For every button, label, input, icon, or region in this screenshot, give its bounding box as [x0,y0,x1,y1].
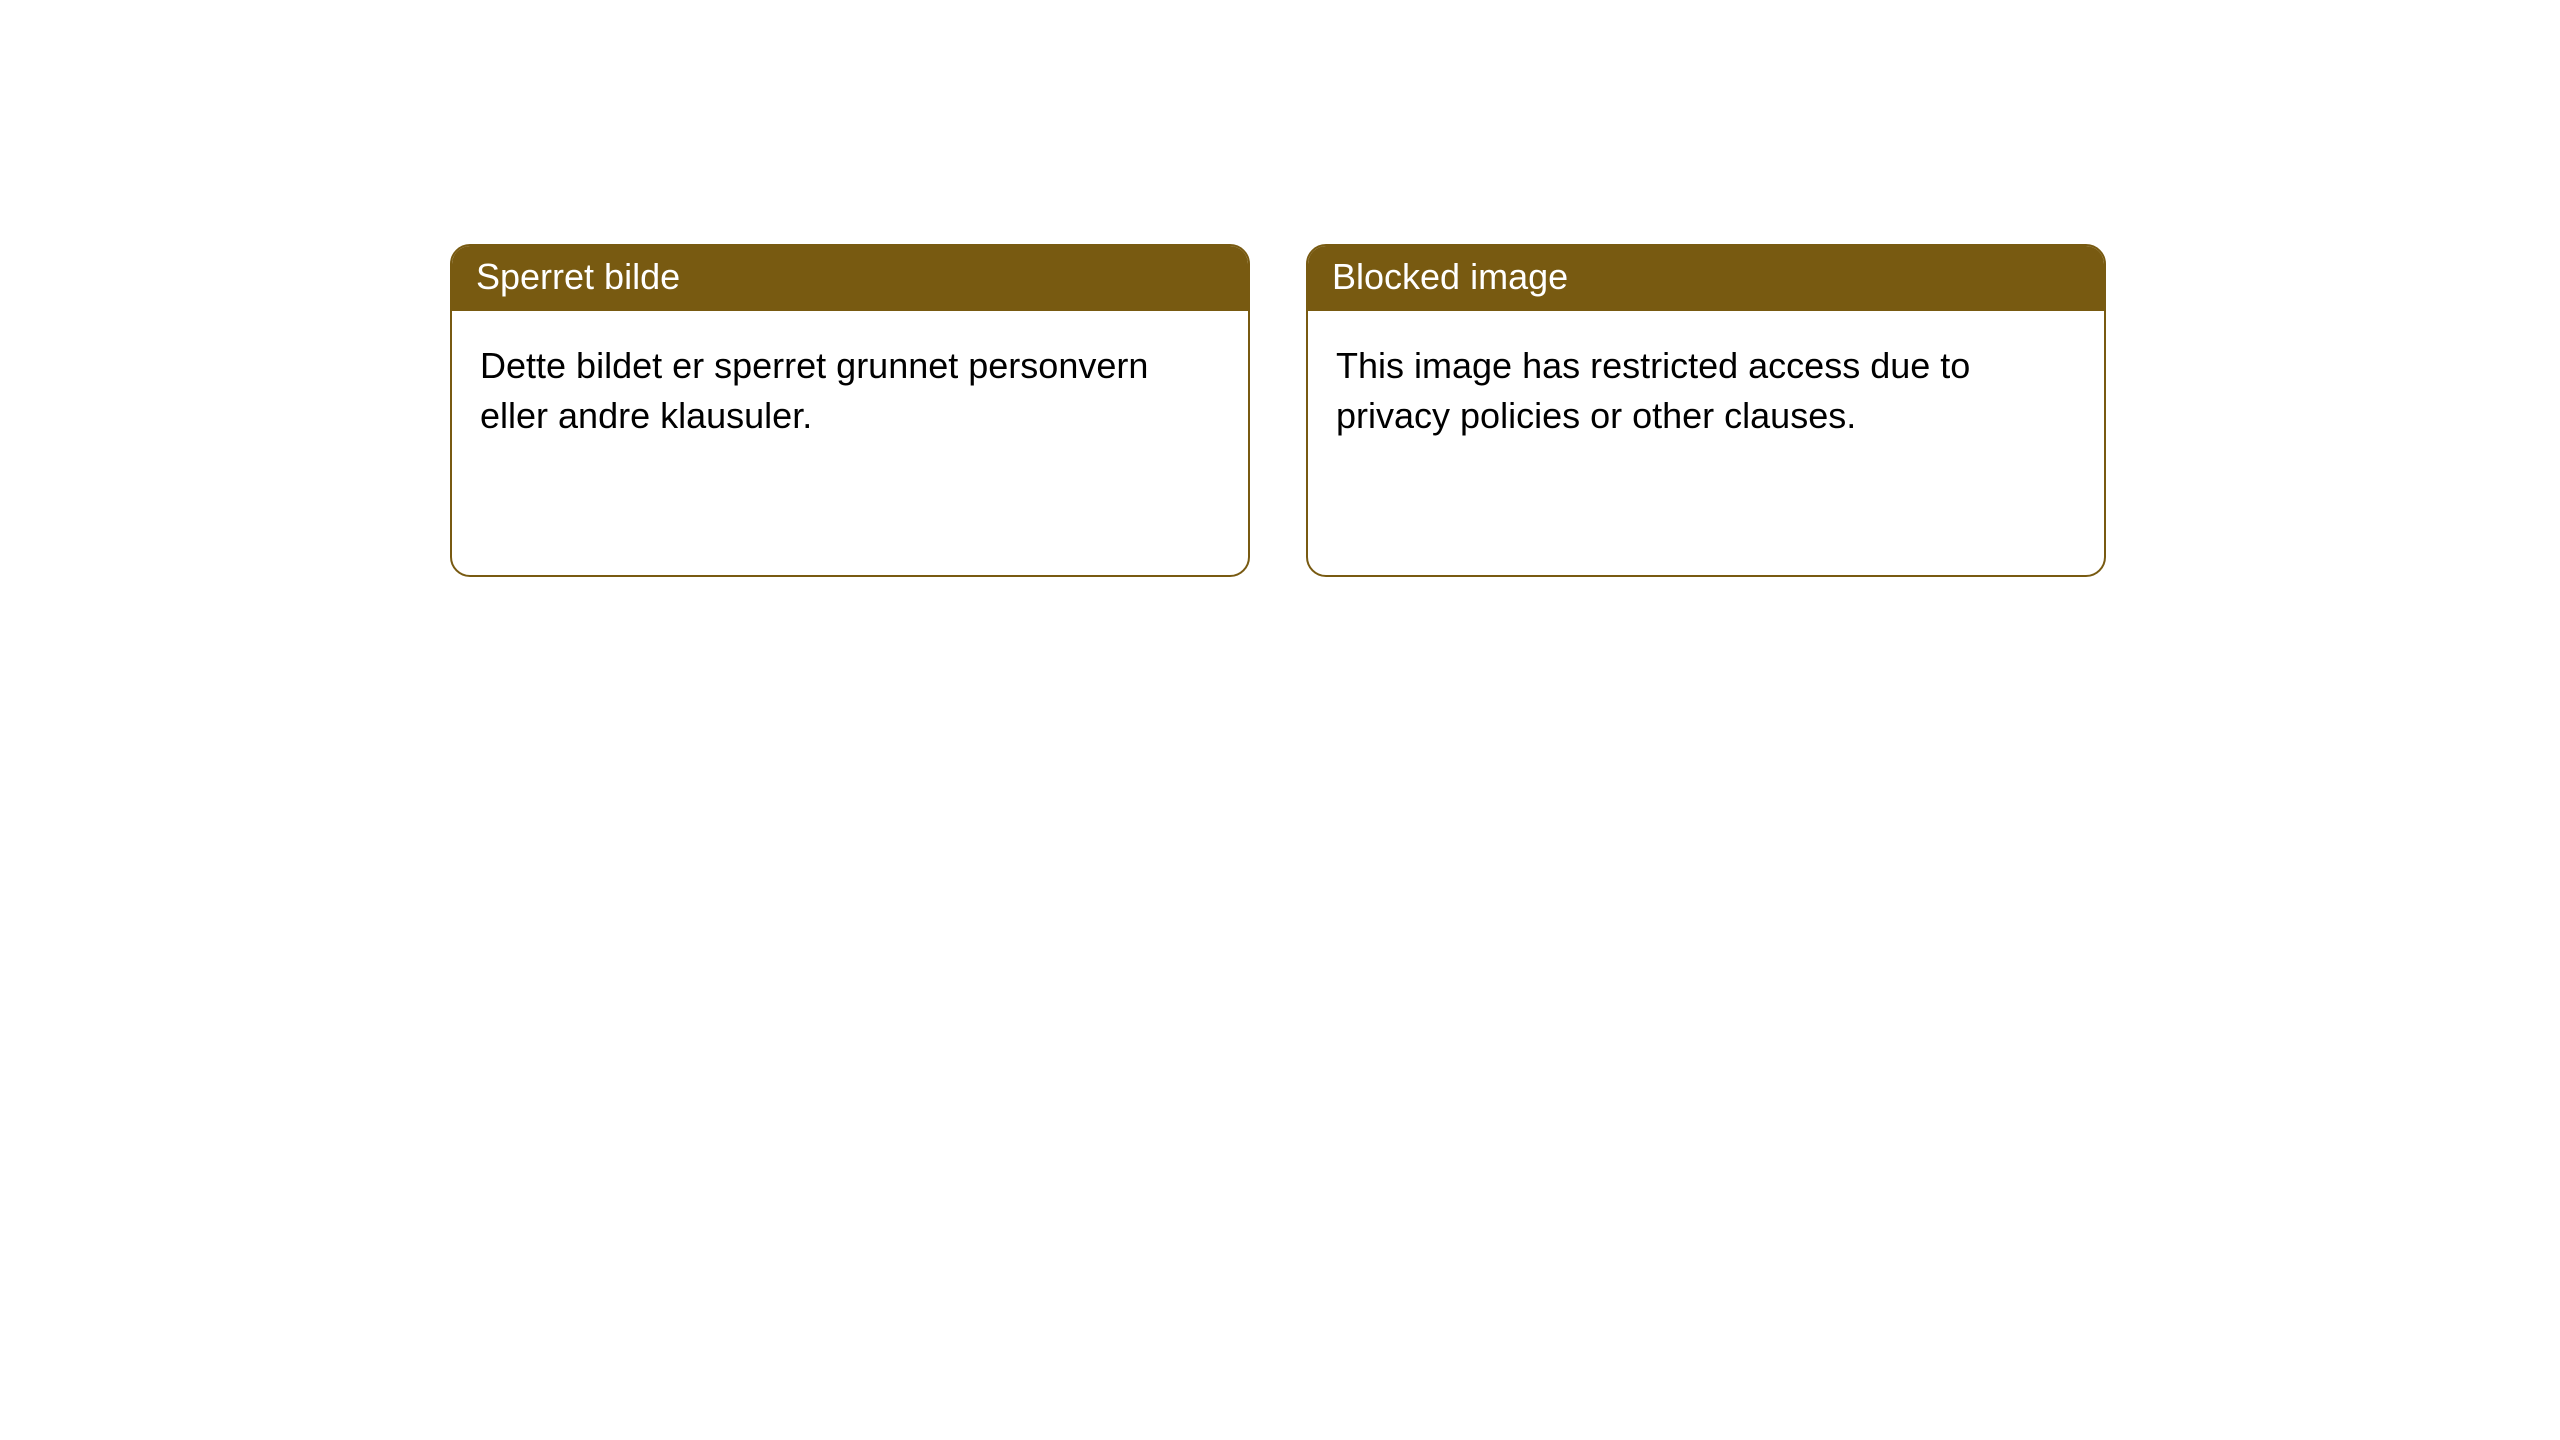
notice-card-english: Blocked image This image has restricted … [1306,244,2106,577]
notice-title-english: Blocked image [1308,246,2104,311]
notice-card-norwegian: Sperret bilde Dette bildet er sperret gr… [450,244,1250,577]
notice-body-norwegian: Dette bildet er sperret grunnet personve… [452,311,1248,472]
notice-body-english: This image has restricted access due to … [1308,311,2104,472]
notice-title-norwegian: Sperret bilde [452,246,1248,311]
notice-container: Sperret bilde Dette bildet er sperret gr… [0,0,2560,577]
